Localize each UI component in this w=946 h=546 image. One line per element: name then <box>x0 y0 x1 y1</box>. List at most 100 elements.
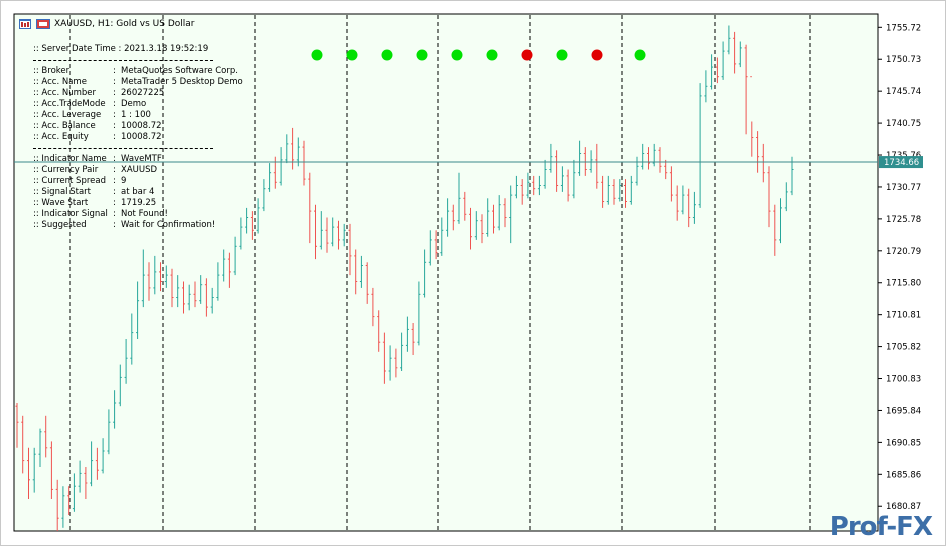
signal-dot <box>556 49 568 61</box>
signal-dot <box>381 49 393 61</box>
info-value: MetaTrader 5 Desktop Demo <box>121 77 243 87</box>
current-price-label: 1734.66 <box>884 158 919 168</box>
divider <box>33 148 213 149</box>
info-colon: : <box>113 121 116 131</box>
info-value: 10008.72 <box>121 132 162 142</box>
axis-tick-label: 1695.84 <box>886 406 921 416</box>
signal-dot <box>591 49 603 61</box>
chart-window-icon <box>19 19 31 29</box>
candles <box>15 25 794 531</box>
info-key: :: Current Spread <box>33 176 106 186</box>
info-row: :: Suggested: Wait for Confirmation! <box>33 220 243 231</box>
axis-tick-label: 1730.77 <box>886 183 921 193</box>
axis-tick-label: 1750.73 <box>886 55 921 65</box>
axis-tick-label: 1740.75 <box>886 119 921 129</box>
info-row: :: Broker: MetaQuotes Software Corp. <box>33 66 243 77</box>
axis-tick-label: 1745.74 <box>886 87 921 97</box>
signal-dot <box>521 49 533 61</box>
indicator-rows: :: Indicator Name: WaveMTF:: Currency Pai… <box>33 154 243 231</box>
current-price-label-bg <box>879 156 923 169</box>
info-row: :: Indicator Signal: Not Found! <box>33 209 243 220</box>
info-key: :: Acc. Name <box>33 77 87 87</box>
axis-tick-label: 1725.78 <box>886 215 921 225</box>
info-key: :: Acc.TradeMode <box>33 99 106 109</box>
info-key: :: Signal Start <box>33 187 92 197</box>
info-colon: : <box>113 187 116 197</box>
axis-tick-label: 1715.80 <box>886 279 921 289</box>
info-colon: : <box>113 209 116 219</box>
axis-tick-label: 1680.87 <box>886 502 921 512</box>
info-key: :: Acc. Equity <box>33 132 89 142</box>
axis-tick-label: 1710.81 <box>886 311 921 321</box>
period-separators <box>69 15 811 530</box>
info-row: :: Current Spread:9 <box>33 176 243 187</box>
signal-dot <box>311 49 323 61</box>
info-colon: : <box>113 66 116 76</box>
info-value: Not Found! <box>121 209 168 219</box>
info-colon: : <box>113 110 116 120</box>
signal-dot <box>416 49 428 61</box>
prof-fx-logo: Prof-FX <box>829 512 933 542</box>
info-row: :: Acc. Equity:10008.72 <box>33 132 243 143</box>
account-rows: :: Broker: MetaQuotes Software Corp.:: Ac… <box>33 66 243 143</box>
info-key: :: Suggested <box>33 220 87 230</box>
info-value: XAUUSD <box>121 165 158 175</box>
price-axis[interactable]: 1755.72 1750.73 1745.74 1740.75 1735.76 1730.… <box>878 23 923 512</box>
info-colon: : <box>113 198 116 208</box>
timeframe-icon <box>36 19 50 29</box>
plot-area <box>13 13 879 532</box>
info-colon: : <box>113 154 116 164</box>
info-value: WaveMTF <box>121 154 162 164</box>
info-value: Demo <box>121 99 147 109</box>
info-value: MetaQuotes Software Corp. <box>121 66 238 76</box>
info-row: :: Acc. Name: MetaTrader 5 Desktop Demo <box>33 77 243 88</box>
axis-tick-label: 1685.86 <box>886 470 921 480</box>
info-value: 1 : 100 <box>121 110 151 120</box>
info-key: :: Indicator Signal <box>33 209 108 219</box>
info-row: :: Acc. Balance:10008.72 <box>33 121 243 132</box>
info-colon: : <box>113 99 116 109</box>
info-colon: : <box>113 132 116 142</box>
info-value: 10008.72 <box>121 121 162 131</box>
info-row: :: Signal Start: at bar 4 <box>33 187 243 198</box>
axis-tick-label: 1690.85 <box>886 438 921 448</box>
info-key: :: Acc. Number <box>33 88 96 98</box>
signal-dot <box>346 49 358 61</box>
info-value: 9 <box>121 176 127 186</box>
info-key: :: Broker <box>33 66 70 76</box>
account-info-panel: :: Server Date Time : 2021.3.18 19:52:19… <box>33 44 243 231</box>
info-colon: : <box>113 220 116 230</box>
axis-tick-label: 1705.82 <box>886 343 921 353</box>
info-row: :: Acc. Number:26027225 <box>33 88 243 99</box>
info-colon: : <box>113 165 116 175</box>
info-colon: : <box>113 77 116 87</box>
info-key: :: Acc. Leverage <box>33 110 102 120</box>
info-row: :: Currency Pair: XAUUSD <box>33 165 243 176</box>
info-row: :: Wave Start:1719.25 <box>33 198 243 209</box>
chart-title: XAUUSD, H1: Gold vs US Dollar <box>54 19 195 29</box>
info-colon: : <box>113 176 116 186</box>
info-key: :: Wave Start <box>33 198 89 208</box>
axis-tick-label: 1735.76 <box>886 151 921 161</box>
info-row: :: Acc. Leverage:1 : 100 <box>33 110 243 121</box>
info-key: :: Acc. Balance <box>33 121 96 131</box>
divider <box>33 60 213 61</box>
signal-dot <box>486 49 498 61</box>
axis-tick-label: 1755.72 <box>886 23 921 33</box>
axis-tick-label: 1720.79 <box>886 247 921 257</box>
info-value: 1719.25 <box>121 198 157 208</box>
info-value: 26027225 <box>121 88 165 98</box>
signal-dot <box>634 49 646 61</box>
info-value: Wait for Confirmation! <box>121 220 216 230</box>
info-row: :: Indicator Name: WaveMTF <box>33 154 243 165</box>
info-key: :: Currency Pair <box>33 165 99 175</box>
signal-dot <box>451 49 463 61</box>
info-key: :: Indicator Name <box>33 154 107 164</box>
info-row: :: Acc.TradeMode: Demo <box>33 99 243 110</box>
info-colon: : <box>113 88 116 98</box>
info-value: at bar 4 <box>121 187 155 197</box>
server-time: :: Server Date Time : 2021.3.18 19:52:19 <box>33 44 209 54</box>
signal-dots <box>311 49 646 61</box>
